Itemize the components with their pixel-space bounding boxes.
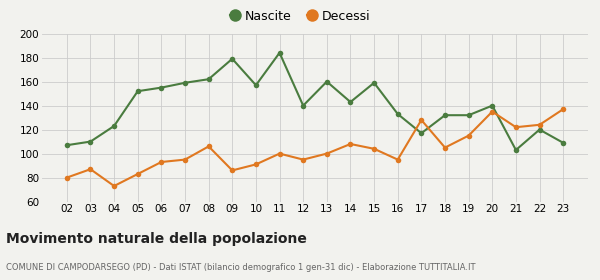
Decessi <box>536 123 543 127</box>
Nascite <box>205 78 212 81</box>
Decessi <box>512 125 520 129</box>
Nascite <box>323 80 331 83</box>
Nascite <box>110 124 118 128</box>
Decessi <box>63 176 70 179</box>
Decessi <box>418 118 425 122</box>
Text: COMUNE DI CAMPODARSEGO (PD) - Dati ISTAT (bilancio demografico 1 gen-31 dic) - E: COMUNE DI CAMPODARSEGO (PD) - Dati ISTAT… <box>6 263 476 272</box>
Decessi <box>560 108 567 111</box>
Nascite <box>63 144 70 147</box>
Decessi <box>488 110 496 113</box>
Decessi <box>87 167 94 171</box>
Decessi <box>253 163 260 166</box>
Nascite <box>134 90 142 93</box>
Legend: Nascite, Decessi: Nascite, Decessi <box>226 6 374 27</box>
Nascite <box>442 113 449 117</box>
Decessi <box>394 158 401 161</box>
Nascite <box>536 128 543 131</box>
Nascite <box>181 81 188 85</box>
Nascite <box>276 51 283 55</box>
Decessi <box>229 169 236 172</box>
Decessi <box>110 184 118 188</box>
Nascite <box>488 104 496 107</box>
Nascite <box>418 132 425 135</box>
Nascite <box>299 104 307 107</box>
Decessi <box>442 146 449 149</box>
Decessi <box>276 152 283 155</box>
Decessi <box>158 160 165 164</box>
Decessi <box>299 158 307 161</box>
Line: Nascite: Nascite <box>64 50 566 153</box>
Nascite <box>158 86 165 89</box>
Decessi <box>370 147 377 150</box>
Nascite <box>370 81 377 85</box>
Nascite <box>87 140 94 143</box>
Nascite <box>253 83 260 87</box>
Decessi <box>181 158 188 161</box>
Nascite <box>394 112 401 116</box>
Decessi <box>205 145 212 148</box>
Nascite <box>560 141 567 144</box>
Nascite <box>512 148 520 152</box>
Line: Decessi: Decessi <box>64 106 566 189</box>
Nascite <box>465 113 472 117</box>
Text: Movimento naturale della popolazione: Movimento naturale della popolazione <box>6 232 307 246</box>
Decessi <box>134 172 142 176</box>
Nascite <box>229 57 236 60</box>
Decessi <box>323 152 331 155</box>
Decessi <box>347 142 354 146</box>
Nascite <box>347 100 354 104</box>
Decessi <box>465 134 472 137</box>
